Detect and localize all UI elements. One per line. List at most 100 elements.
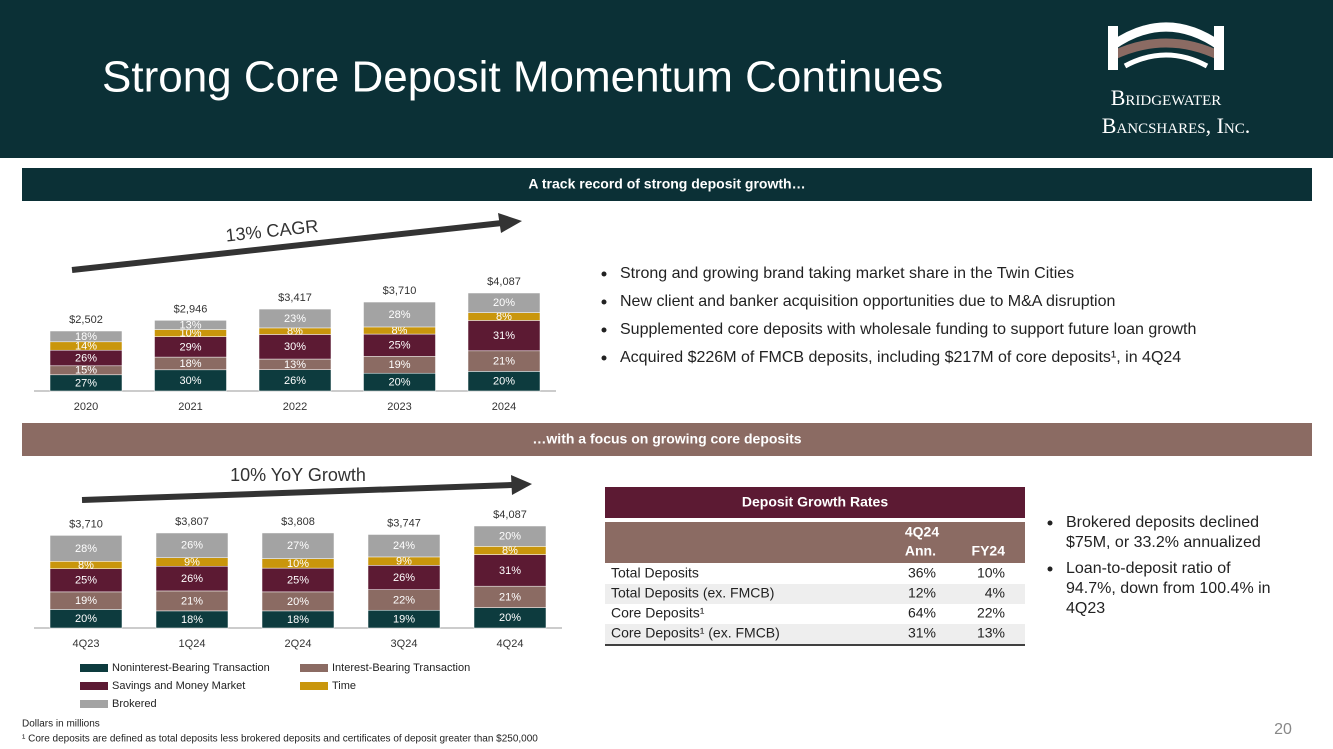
data-label: 18%	[181, 614, 203, 626]
table-row-band	[605, 624, 1025, 644]
bar-segment	[261, 532, 335, 559]
arrow	[71, 213, 532, 503]
footnote: Dollars in millions	[22, 719, 100, 730]
table-cell: 31%	[908, 625, 936, 641]
x-tick-label: 3Q24	[391, 638, 418, 650]
legend-swatch	[80, 664, 108, 672]
total-label: $2,502	[69, 314, 103, 326]
bar-segment	[49, 330, 123, 343]
bullet	[1047, 520, 1053, 526]
data-label: 18%	[75, 331, 97, 343]
data-label: 30%	[179, 375, 201, 387]
bar-segment	[155, 565, 229, 592]
data-label: 8%	[496, 311, 512, 323]
total-label: $3,747	[387, 517, 421, 529]
data-label: 8%	[502, 545, 518, 557]
table-cell: 13%	[977, 625, 1005, 641]
slide-title: Strong Core Deposit Momentum Continues	[102, 53, 943, 102]
logo-line: Bridgewater	[1111, 85, 1222, 110]
table-column-group: 4Q24	[905, 524, 939, 540]
data-label: 25%	[287, 574, 309, 586]
data-label: 26%	[284, 375, 306, 387]
data-label: 26%	[181, 540, 203, 552]
data-label: 20%	[493, 376, 515, 388]
bullet-text: Supplemented core deposits with wholesal…	[620, 321, 1196, 338]
bar-segment	[363, 301, 436, 328]
table-cell: 22%	[977, 605, 1005, 621]
bullet-text: 4Q23	[1066, 600, 1105, 617]
data-label: 30%	[284, 341, 306, 353]
data-label: 25%	[75, 575, 97, 587]
x-tick-label: 4Q23	[73, 638, 100, 650]
table-cell: 36%	[908, 565, 936, 581]
data-label: 28%	[388, 309, 410, 321]
data-label: 28%	[75, 543, 97, 555]
total-label: $3,808	[281, 516, 315, 528]
data-label: 14%	[75, 340, 97, 352]
bullet-text: Strong and growing brand taking market s…	[620, 265, 1074, 282]
total-label: $3,807	[175, 516, 209, 528]
data-label: 10%	[179, 327, 201, 339]
total-label: $2,946	[174, 303, 208, 315]
data-label: 13%	[284, 359, 306, 371]
data-label: 18%	[287, 614, 309, 626]
data-label: 29%	[179, 341, 201, 353]
data-label: 20%	[499, 612, 521, 624]
section-band	[22, 423, 1312, 456]
data-label: 8%	[287, 326, 303, 338]
legend-label: Savings and Money Market	[112, 680, 245, 692]
data-label: 8%	[392, 325, 408, 337]
data-label: 9%	[184, 556, 200, 568]
section-title: A track record of strong deposit growth…	[528, 176, 805, 192]
logo	[1108, 22, 1224, 70]
data-label: 15%	[75, 365, 97, 377]
table-column-header: Ann.	[905, 543, 936, 559]
x-tick-label: 1Q24	[179, 638, 206, 650]
x-tick-label: 2022	[283, 401, 307, 413]
bullet-text: 94.7%, down from 100.4% in	[1066, 580, 1271, 597]
footnote: ¹ Core deposits are defined as total dep…	[22, 734, 538, 745]
total-label: $3,710	[383, 285, 417, 297]
bullet	[601, 355, 607, 361]
chart-annotation: 10% YoY Growth	[230, 465, 366, 485]
legend-label: Brokered	[112, 698, 157, 710]
x-tick-label: 2024	[492, 401, 516, 413]
data-label: 26%	[181, 573, 203, 585]
bullet-text: Brokered deposits declined	[1066, 514, 1259, 531]
data-label: 31%	[493, 330, 515, 342]
legend-swatch	[80, 700, 108, 708]
data-label: 22%	[393, 594, 415, 606]
bullet	[601, 299, 607, 305]
x-tick-label: 2Q24	[285, 638, 312, 650]
table-cell: 4%	[985, 585, 1005, 601]
bar-segment	[49, 535, 123, 562]
data-label: 18%	[179, 358, 201, 370]
legend-swatch	[300, 682, 328, 690]
bar-segment	[367, 565, 441, 590]
data-label: 8%	[78, 559, 94, 571]
table-cell: 10%	[977, 565, 1005, 581]
legend-swatch	[300, 664, 328, 672]
total-label: $4,087	[487, 276, 521, 288]
data-label: 26%	[75, 352, 97, 364]
bullet	[1047, 566, 1053, 572]
table-cell: Total Deposits	[611, 565, 699, 581]
table-row-band	[605, 584, 1025, 604]
total-label: $3,417	[278, 292, 312, 304]
table-cell: Core Deposits¹	[611, 605, 705, 621]
bullet-text: Acquired $226M of FMCB deposits, includi…	[620, 349, 1181, 366]
x-tick-label: 2023	[387, 401, 411, 413]
bar-segment	[258, 308, 332, 329]
legend-swatch	[80, 682, 108, 690]
table-title-band	[605, 487, 1025, 518]
section-title: …with a focus on growing core deposits	[532, 431, 801, 447]
bar-segment	[467, 320, 541, 352]
legend-label: Noninterest-Bearing Transaction	[112, 662, 270, 674]
data-label: 19%	[393, 614, 415, 626]
bullet-text: $75M, or 33.2% annualized	[1066, 534, 1261, 551]
bullet-text: New client and banker acquisition opport…	[620, 293, 1115, 310]
legend-label: Interest-Bearing Transaction	[332, 662, 470, 674]
table-cell: Total Deposits (ex. FMCB)	[611, 585, 774, 601]
